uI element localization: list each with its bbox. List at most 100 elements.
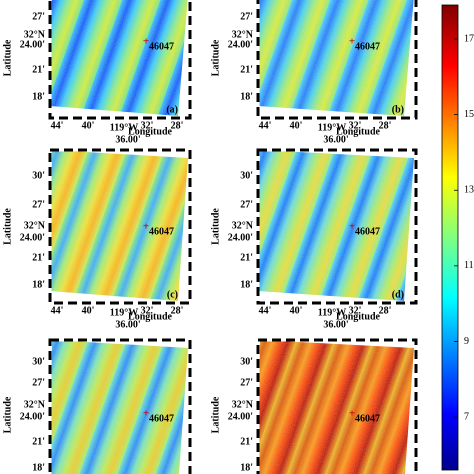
lon-tick-label: 36.00' bbox=[323, 134, 349, 145]
lat-tick-label: 18' bbox=[240, 279, 253, 290]
lat-tick-label: 32°N bbox=[232, 220, 254, 231]
panel-letter: (d) bbox=[392, 289, 404, 300]
lat-tick-label: 27' bbox=[240, 11, 253, 22]
panel-letter: (c) bbox=[167, 289, 178, 300]
lon-tick-label: 44' bbox=[51, 305, 64, 316]
colorbar bbox=[441, 4, 459, 471]
lon-tick-label: 28' bbox=[171, 120, 184, 131]
panel-letter: (b) bbox=[392, 104, 404, 115]
image-texture bbox=[50, 150, 188, 301]
lat-tick-label: 24.00' bbox=[228, 232, 254, 243]
lat-tick-label: 21' bbox=[240, 436, 253, 447]
lat-axis-label: Latitude bbox=[2, 208, 13, 245]
lat-tick-label: 27' bbox=[32, 199, 45, 210]
lat-tick-label: 18' bbox=[32, 91, 45, 102]
map-frame bbox=[256, 148, 418, 305]
lon-tick-label: 44' bbox=[259, 305, 272, 316]
map-panel: +46047 (a) 27' 32°N24.00' 21' 18' Latitude 44' 4… bbox=[2, 0, 192, 145]
map-frame bbox=[256, 338, 418, 474]
map-panel: +46047 (b) 27' 32°N24.00' 21' 18' Latitude 44' 4… bbox=[210, 0, 418, 145]
lat-tick-label: 32°N bbox=[24, 29, 46, 40]
image-texture bbox=[258, 340, 414, 474]
map-panel: +46047 (c) 30' 27' 32°N24.00' 21' 18' Latitude 4… bbox=[2, 148, 192, 330]
map-panel: +46047 30' 27' 32°N24.00' 21' 18' Latitude bbox=[2, 338, 192, 474]
colorbar-tick-label: 7 bbox=[464, 411, 469, 422]
station-marker: + bbox=[349, 221, 355, 233]
map-panel: +46047 30' 27' 32°N24.00' 21' 18' Latitude bbox=[210, 338, 418, 474]
station-label: 46047 bbox=[149, 41, 174, 52]
lon-tick-label: 44' bbox=[259, 120, 272, 131]
station-marker: + bbox=[349, 408, 355, 420]
lon-tick-label: 119°W bbox=[318, 122, 346, 133]
station-label: 46047 bbox=[355, 41, 380, 52]
lat-tick-label: 24.00' bbox=[20, 411, 46, 422]
station-label: 46047 bbox=[149, 413, 174, 424]
colorbar-tick-label: 17 bbox=[464, 33, 474, 44]
lat-tick-label: 18' bbox=[240, 462, 253, 473]
lat-tick-label: 30' bbox=[240, 170, 253, 181]
lon-tick-label: 119°W bbox=[110, 122, 138, 133]
station-marker: + bbox=[349, 36, 355, 48]
lon-tick-label: 36.00' bbox=[115, 319, 141, 330]
map-frame bbox=[48, 148, 192, 305]
station-marker: + bbox=[143, 221, 149, 233]
lat-tick-label: 27' bbox=[240, 199, 253, 210]
map-frame bbox=[256, 0, 418, 120]
lon-tick-label: 28' bbox=[379, 305, 392, 316]
lat-tick-label: 21' bbox=[240, 252, 253, 263]
lat-tick-label: 32°N bbox=[24, 220, 46, 231]
lat-tick-label: 24.00' bbox=[20, 232, 46, 243]
lat-tick-label: 21' bbox=[32, 252, 45, 263]
lon-tick-label: 44' bbox=[51, 120, 64, 131]
lat-tick-label: 30' bbox=[240, 356, 253, 367]
lon-tick-label: 119°W bbox=[110, 307, 138, 318]
lon-tick-label: 28' bbox=[171, 305, 184, 316]
lon-tick-label: 32' bbox=[349, 120, 362, 131]
lat-axis-label: Latitude bbox=[2, 396, 13, 433]
image-texture bbox=[50, 0, 188, 116]
lat-tick-label: 32°N bbox=[232, 29, 254, 40]
lon-axis-label: Longitude bbox=[336, 126, 380, 137]
lon-axis-label: Longitude bbox=[336, 311, 380, 322]
lat-axis-label: Latitude bbox=[2, 39, 13, 76]
station-marker: + bbox=[143, 36, 149, 48]
lon-tick-label: 32' bbox=[141, 120, 154, 131]
lat-tick-label: 24.00' bbox=[228, 39, 254, 50]
lon-tick-label: 40' bbox=[82, 120, 95, 131]
station-label: 46047 bbox=[355, 226, 380, 237]
colorbar-tick-label: 9 bbox=[464, 336, 469, 347]
lon-tick-label: 119°W bbox=[318, 307, 346, 318]
lat-tick-label: 27' bbox=[32, 11, 45, 22]
lat-tick-label: 30' bbox=[32, 356, 45, 367]
colorbar-tick-label: 15 bbox=[464, 109, 474, 120]
lat-tick-label: 18' bbox=[240, 91, 253, 102]
lat-tick-label: 24.00' bbox=[20, 39, 46, 50]
lat-tick-label: 32°N bbox=[24, 399, 46, 410]
lat-tick-label: 21' bbox=[32, 436, 45, 447]
lon-tick-label: 36.00' bbox=[323, 319, 349, 330]
station-label: 46047 bbox=[355, 413, 380, 424]
lon-tick-label: 28' bbox=[379, 120, 392, 131]
lon-tick-label: 40' bbox=[82, 305, 95, 316]
lon-tick-label: 32' bbox=[141, 305, 154, 316]
lon-tick-label: 32' bbox=[349, 305, 362, 316]
lat-tick-label: 27' bbox=[32, 377, 45, 388]
lat-tick-label: 21' bbox=[32, 64, 45, 75]
station-marker: + bbox=[143, 408, 149, 420]
lat-axis-label: Latitude bbox=[210, 396, 221, 433]
image-texture bbox=[258, 0, 414, 116]
station-label: 46047 bbox=[149, 226, 174, 237]
colorbar-tick-label: 11 bbox=[464, 260, 474, 271]
lon-tick-label: 40' bbox=[290, 120, 303, 131]
lat-tick-label: 18' bbox=[32, 462, 45, 473]
panel-letter: (a) bbox=[166, 104, 178, 115]
lat-tick-label: 27' bbox=[240, 377, 253, 388]
lat-tick-label: 18' bbox=[32, 279, 45, 290]
lat-axis-label: Latitude bbox=[210, 208, 221, 245]
lon-axis-label: Longitude bbox=[128, 311, 172, 322]
lat-tick-label: 32°N bbox=[232, 399, 254, 410]
lon-tick-label: 36.00' bbox=[115, 134, 141, 145]
lat-axis-label: Latitude bbox=[210, 39, 221, 76]
image-texture bbox=[258, 150, 414, 301]
